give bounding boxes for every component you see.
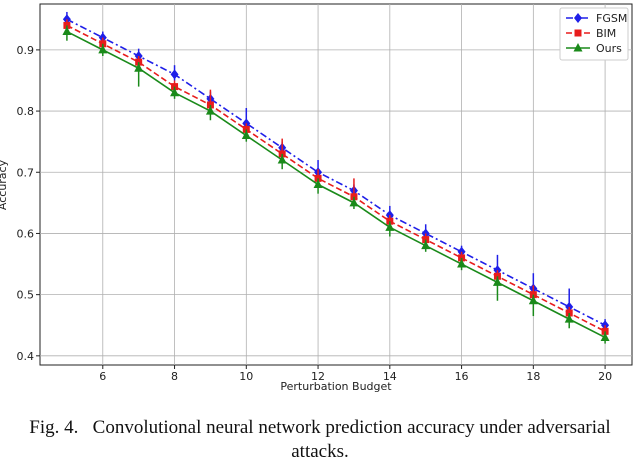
y-tick-label: 0.7: [17, 166, 35, 179]
data-point-ours: [170, 87, 180, 97]
x-tick-label: 20: [598, 370, 612, 383]
y-tick-label: 0.4: [17, 350, 35, 363]
legend-marker-bim: [574, 29, 582, 37]
data-point-ours: [277, 155, 287, 164]
y-tick-label: 0.5: [17, 289, 35, 302]
x-tick-label: 12: [311, 370, 325, 383]
x-tick-label: 6: [99, 370, 106, 383]
data-point-ours: [62, 26, 72, 36]
axis-ticks: 6 8 10 12 14 16 18 20 0.4 0.5 0.6 0.7 0.8 0.9: [17, 44, 613, 383]
series-ours: [62, 25, 610, 344]
series-layer: [62, 11, 610, 344]
data-point-ours: [457, 259, 467, 268]
data-point-fgsm: [242, 118, 251, 129]
legend-marker-fgsm: [574, 13, 582, 23]
caption-text: Convolutional neural network prediction …: [92, 417, 611, 462]
data-point-ours: [492, 277, 502, 286]
data-point-ours: [241, 130, 251, 140]
plot-area-frame: [39, 3, 633, 366]
legend-label-bim: BIM: [596, 27, 616, 40]
x-tick-label: 14: [383, 370, 397, 383]
data-point-ours: [564, 314, 574, 323]
series-line-bim: [66, 24, 606, 333]
data-point-ours: [98, 44, 108, 54]
x-tick-label: 16: [455, 370, 469, 383]
data-point-fgsm: [170, 69, 179, 80]
data-point-ours: [134, 63, 144, 72]
data-point-ours: [313, 179, 323, 188]
legend: FGSM BIM Ours: [559, 7, 629, 61]
y-tick-label: 0.9: [17, 44, 35, 57]
data-point-ours: [528, 295, 538, 305]
figure-caption: Fig. 4. Convolutional neural network pre…: [0, 416, 640, 464]
x-tick-label: 8: [171, 370, 178, 383]
data-point-ours: [205, 106, 215, 115]
legend-label-fgsm: FGSM: [596, 12, 627, 25]
legend-label-ours: Ours: [596, 42, 622, 55]
legend-marker-ours: [573, 43, 583, 52]
data-point-ours: [385, 222, 395, 231]
data-point-ours: [600, 332, 610, 341]
accuracy-line-chart: 6 8 10 12 14 16 18 20 0.4 0.5 0.6 0.7 0.8 0.9 Perturb…: [0, 3, 633, 393]
data-point-ours: [349, 197, 359, 207]
y-tick-label: 0.6: [17, 227, 35, 240]
series-line-ours: [66, 30, 606, 339]
caption-label: Fig. 4.: [29, 417, 79, 438]
data-point-bim: [458, 254, 466, 262]
x-tick-label: 18: [526, 370, 540, 383]
y-tick-label: 0.8: [17, 105, 35, 118]
data-point-ours: [421, 240, 431, 250]
x-axis-label: Perturbation Budget: [280, 380, 392, 393]
x-tick-label: 10: [239, 370, 253, 383]
y-axis-label: Accuracy: [0, 159, 9, 210]
series-line-fgsm: [66, 18, 606, 326]
